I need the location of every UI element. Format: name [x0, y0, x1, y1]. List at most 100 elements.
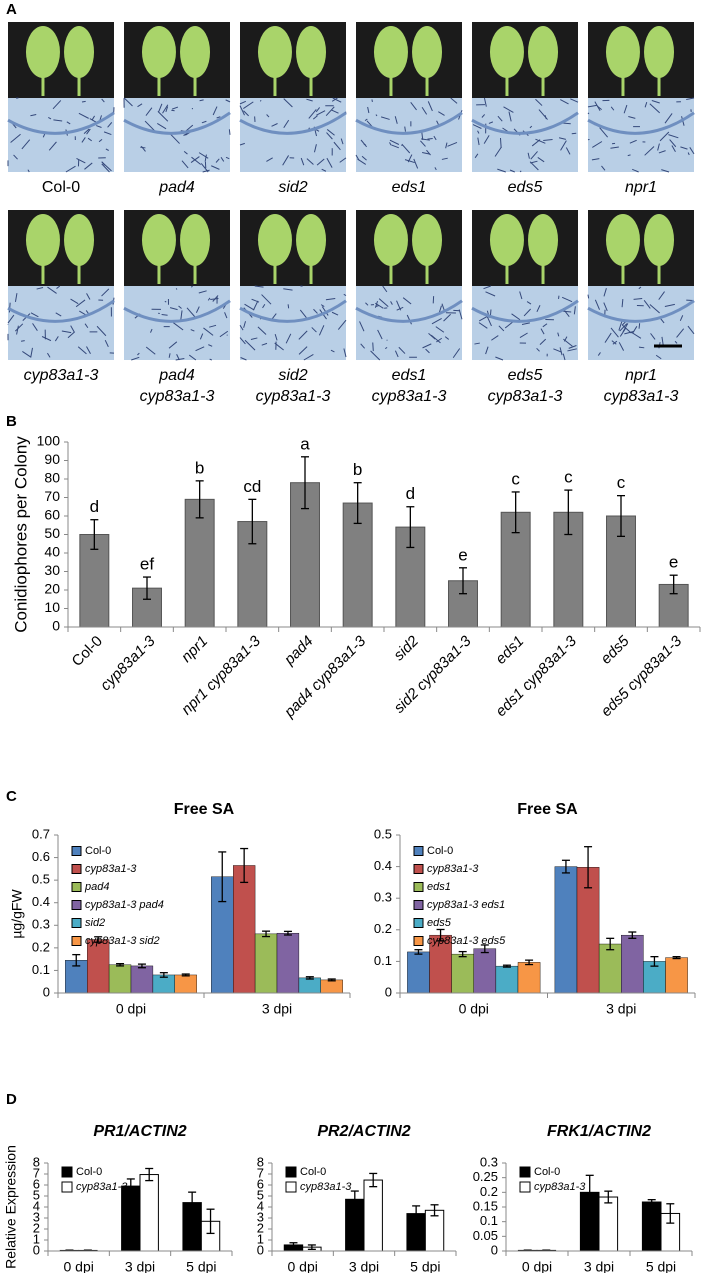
legend-swatch [286, 1167, 296, 1177]
genotype-label: eds5 [508, 367, 543, 384]
genotype-label: sid2 [278, 179, 307, 196]
genotype-label: npr1 [625, 179, 657, 196]
y-tick-label: 0 [43, 984, 50, 999]
x-tick-label: Col-0 [69, 633, 106, 670]
hypha [373, 343, 374, 352]
bar [599, 1197, 618, 1251]
y-tick-label: 0.2 [32, 939, 50, 954]
x-tick-label: 5 dpi [410, 1259, 440, 1273]
genotype-label: cyp83a1-3 [140, 388, 215, 405]
leaf-photo [472, 210, 578, 286]
y-tick-label: 0.15 [473, 1198, 498, 1213]
significance-letter: ef [140, 555, 154, 574]
legend-swatch [414, 937, 423, 946]
bar [452, 954, 474, 993]
legend-label: Col-0 [427, 845, 453, 857]
hypha [427, 138, 432, 139]
leaf [374, 214, 408, 266]
significance-letter: c [511, 469, 520, 488]
legend-label: Col-0 [534, 1166, 560, 1178]
stain-photo [8, 286, 114, 360]
genotype-label: pad4 [158, 179, 195, 196]
leaf [412, 214, 442, 266]
y-tick-label: 50 [44, 525, 60, 541]
y-tick-label: 20 [44, 581, 60, 597]
chart-title: Free SA [174, 801, 235, 818]
leaf-photo [240, 210, 346, 286]
y-tick-label: 30 [44, 562, 60, 578]
leaf [258, 26, 292, 78]
legend-swatch [286, 1182, 296, 1192]
hypha [639, 323, 640, 329]
legend-label: cyp83a1-3 [534, 1181, 586, 1193]
bar [109, 965, 131, 993]
x-tick-label: 0 dpi [116, 1001, 146, 1017]
legend-swatch [414, 883, 423, 892]
legend-label: cyp83a1-3 [76, 1181, 128, 1193]
leaf [606, 26, 640, 78]
leaf-photo [240, 22, 346, 98]
significance-letter: c [564, 468, 573, 487]
legend-swatch [62, 1167, 72, 1177]
panel-label: C [6, 788, 17, 805]
hypha [628, 155, 631, 156]
legend-label: cyp83a1-3 [85, 863, 137, 875]
x-tick-label: 0 dpi [287, 1259, 317, 1273]
bar [407, 952, 429, 993]
leaf-photo [588, 22, 694, 98]
leaf [180, 26, 210, 78]
genotype-label: cyp83a1-3 [604, 388, 679, 405]
bar [233, 865, 255, 993]
legend-swatch [72, 937, 81, 946]
significance-letter: d [90, 497, 99, 516]
bar [474, 949, 496, 993]
bar [518, 962, 540, 993]
legend-label: cyp83a1-3 sid2 [85, 935, 160, 947]
chart-title: Free SA [517, 801, 578, 818]
hypha [82, 101, 86, 102]
genotype-label: cyp83a1-3 [24, 367, 99, 384]
leaf [26, 214, 60, 266]
legend-label: Col-0 [300, 1166, 326, 1178]
legend-label: cyp83a1-3 [427, 863, 479, 875]
legend-swatch [414, 865, 423, 874]
y-tick-label: 0.05 [473, 1228, 498, 1243]
hypha [288, 304, 289, 308]
y-tick-label: 10 [44, 599, 60, 615]
leaf-photo [124, 210, 230, 286]
genotype-label: Col-0 [42, 179, 80, 196]
y-tick-label: 0.1 [374, 953, 392, 968]
y-tick-label: 0.5 [32, 872, 50, 887]
leaf-photo [356, 210, 462, 286]
bar [496, 966, 518, 993]
stain-photo [8, 98, 114, 172]
bar [87, 940, 109, 993]
leaf-photo [588, 210, 694, 286]
x-tick-label: 0 dpi [63, 1259, 93, 1273]
y-tick-label: 80 [44, 470, 60, 486]
x-tick-label: 3 dpi [584, 1259, 614, 1273]
bar [131, 966, 153, 993]
leaf [64, 214, 94, 266]
chart-title: FRK1/ACTIN2 [547, 1123, 651, 1140]
legend-swatch [72, 883, 81, 892]
leaf-photo [472, 22, 578, 98]
significance-letter: e [458, 545, 467, 564]
stain-photo [588, 98, 694, 172]
bar [277, 933, 299, 993]
genotype-label: eds5 [508, 179, 543, 196]
legend-swatch [520, 1182, 530, 1192]
y-tick-label: 70 [44, 488, 60, 504]
y-tick-label: 0.4 [374, 858, 392, 873]
legend-label: pad4 [84, 881, 109, 893]
bar [599, 944, 621, 993]
panel-label: D [6, 1091, 17, 1108]
significance-letter: c [617, 473, 626, 492]
y-tick-label: 0 [52, 618, 60, 634]
genotype-label: cyp83a1-3 [372, 388, 447, 405]
legend-swatch [72, 865, 81, 874]
legend-label: cyp83a1-3 eds1 [427, 899, 505, 911]
x-tick-label: 0 dpi [459, 1001, 489, 1017]
y-tick-label: 0 [385, 984, 392, 999]
